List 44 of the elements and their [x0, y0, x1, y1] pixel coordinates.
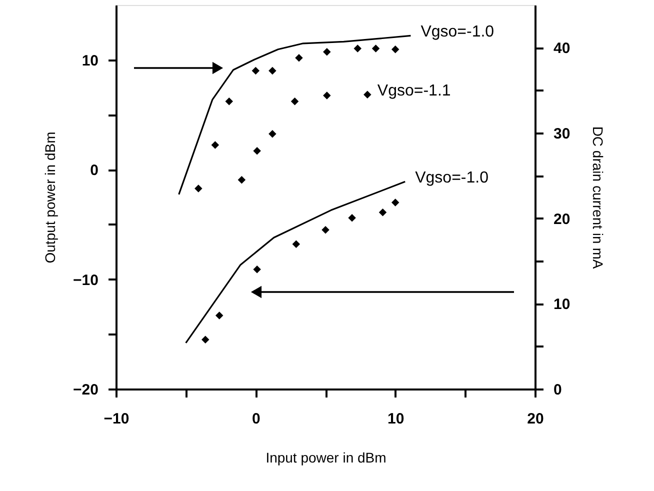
y-tick-label: −10: [73, 272, 98, 289]
point: [391, 198, 400, 206]
point: [372, 44, 380, 52]
y2-tick-label: 0: [554, 382, 562, 398]
x-tick-label: 10: [387, 410, 404, 428]
point: [322, 226, 330, 234]
x-tick-label: 0: [252, 410, 260, 428]
point: [268, 66, 276, 75]
y-axis-title: Output power in dBm: [42, 132, 58, 264]
point: [292, 240, 300, 248]
series-label: Vgso=-1.0: [420, 24, 494, 41]
point: [295, 54, 303, 62]
y2-tick-label: 10: [554, 296, 570, 314]
point: [323, 48, 331, 56]
series-label: Vgso=-1.1: [377, 82, 451, 100]
y-tick-label: −20: [73, 382, 98, 398]
point: [290, 98, 299, 106]
point: [194, 184, 202, 192]
x-tick-label: −10: [104, 410, 130, 428]
y2-tick-label: 20: [554, 210, 570, 228]
x-tick-label: 20: [527, 410, 544, 428]
point: [378, 208, 387, 216]
point: [348, 214, 356, 222]
point: [253, 266, 261, 274]
point: [364, 90, 372, 98]
y-tick-label: 10: [82, 52, 98, 70]
point: [238, 176, 246, 184]
series-label: Vgso=-1.0: [415, 170, 489, 187]
point: [215, 312, 224, 320]
point: [225, 98, 234, 106]
y2-tick-label: 30: [554, 126, 570, 142]
point: [253, 147, 261, 155]
point: [391, 46, 400, 54]
point: [354, 44, 362, 52]
point: [252, 66, 260, 75]
y-tick-label: 0: [90, 162, 98, 180]
point: [202, 336, 210, 344]
y2-tick-label: 40: [554, 40, 570, 58]
point: [323, 92, 331, 100]
y2-axis-title: DC drain current in mA: [590, 126, 606, 270]
line-series: [185, 180, 406, 344]
point: [268, 130, 276, 138]
point: [211, 141, 220, 149]
x-axis-title: Input power in dBm: [266, 450, 386, 466]
